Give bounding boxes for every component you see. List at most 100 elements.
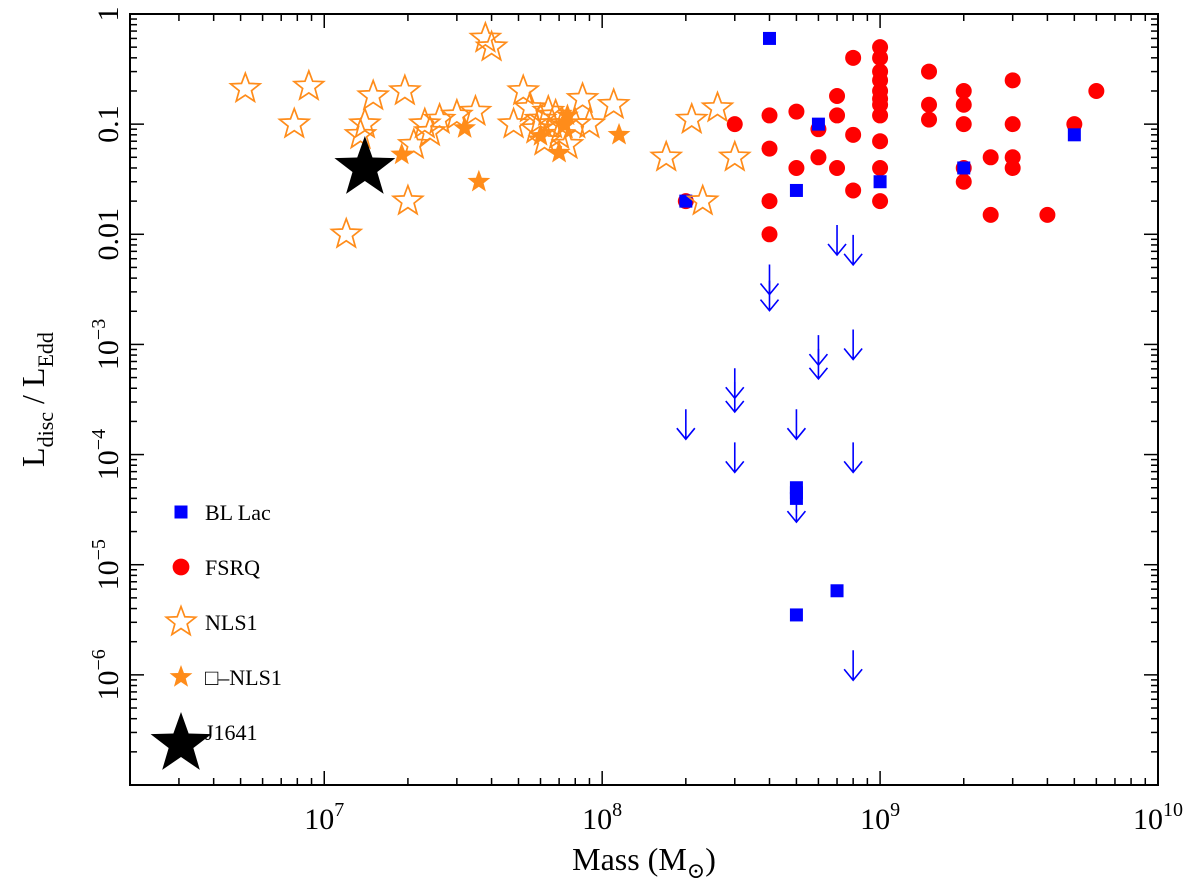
y-axis: 1 0.1 0.01 10−3 10−4 10−5 10−6 — [88, 7, 1158, 786]
data-point-bl-lac — [873, 175, 887, 189]
legend-label: J1641 — [205, 720, 258, 745]
data-point-nls1 — [529, 124, 552, 146]
data-point-nls1 — [552, 112, 576, 134]
series-fsrq — [677, 39, 1105, 243]
data-point-fsrq — [810, 149, 827, 166]
data-point-fsrq — [955, 173, 972, 190]
data-point-bl-lac — [957, 161, 971, 175]
data-point-fsrq — [829, 159, 846, 176]
data-point-nls1 — [674, 101, 709, 135]
x-axis: 107 108 109 1010 — [129, 14, 1183, 836]
series-bl-lac — [679, 31, 1081, 622]
data-point-fsrq — [955, 96, 972, 113]
data-point-nls1 — [228, 70, 263, 104]
data-point-nls1 — [458, 93, 493, 127]
legend-label: □–NLS1 — [205, 665, 282, 690]
y-tick-label: 10−6 — [88, 649, 125, 700]
data-point-fsrq — [788, 103, 805, 120]
data-point-fsrq — [921, 63, 938, 80]
legend-label: FSRQ — [205, 555, 260, 580]
y-tick-label: 0.01 — [92, 208, 125, 260]
data-point-bl-lac-upper-limits — [676, 409, 696, 441]
data-point-fsrq — [982, 206, 999, 223]
data-point-fsrq — [829, 88, 846, 105]
data-point-nls1 — [387, 73, 422, 106]
data-point-fsrq — [761, 140, 778, 157]
data-point-nls1 — [700, 90, 735, 123]
data-point-bl-lac-upper-limits — [843, 442, 863, 474]
series-bl-lac-upper-limits — [676, 224, 863, 682]
data-point-bl-lac — [1067, 128, 1081, 142]
data-point-fsrq — [872, 107, 889, 124]
legend-marker — [163, 604, 199, 637]
data-point-nls1 — [347, 106, 382, 139]
x-tick-label: 107 — [304, 799, 344, 836]
data-point-fsrq — [845, 49, 862, 66]
y-tick-label: 10−5 — [88, 539, 125, 590]
data-point-fsrq — [921, 111, 938, 128]
data-point-nls1 — [649, 139, 684, 172]
data-point-nls1 — [547, 140, 571, 163]
series-nls1 — [390, 103, 631, 192]
data-point-nls1 — [277, 106, 312, 139]
data-point-fsrq — [1088, 82, 1105, 99]
y-tick-label: 10−3 — [88, 319, 125, 370]
legend-label: NLS1 — [205, 610, 258, 635]
data-point-bl-lac — [811, 117, 825, 131]
data-point-fsrq — [921, 96, 938, 113]
data-point-bl-lac — [762, 31, 776, 45]
data-point-bl-lac-upper-limits — [843, 234, 863, 267]
data-point-fsrq — [1004, 159, 1021, 176]
legend-marker — [169, 665, 193, 687]
data-point-nls1 — [596, 86, 631, 120]
data-point-fsrq — [726, 116, 743, 133]
y-tick-label: 10−4 — [88, 429, 125, 480]
data-point-nls1 — [407, 106, 442, 139]
data-point-nls1 — [467, 169, 491, 192]
data-point-nls1 — [506, 73, 541, 106]
legend-marker — [172, 558, 190, 576]
data-point-bl-lac — [789, 183, 803, 197]
data-point-fsrq — [982, 149, 999, 166]
data-point-fsrq — [1004, 72, 1021, 89]
data-point-fsrq — [788, 159, 805, 176]
data-point-fsrq — [955, 116, 972, 133]
data-point-nls1 — [453, 116, 477, 138]
series-j1641 — [334, 135, 396, 194]
data-point-bl-lac-upper-limits — [759, 280, 780, 312]
data-point-fsrq — [761, 226, 778, 243]
legend-item: NLS1 — [163, 604, 258, 637]
data-point-fsrq — [872, 159, 889, 176]
data-point-fsrq — [829, 107, 846, 124]
data-point-bl-lac — [830, 584, 844, 598]
data-point-fsrq — [761, 193, 778, 210]
data-point-j1641 — [334, 135, 396, 194]
data-point-nls1 — [565, 80, 600, 114]
plot-area — [228, 20, 1105, 682]
data-point-nls1 — [496, 106, 531, 139]
y-tick-label: 0.1 — [92, 105, 125, 142]
data-point-nls1 — [468, 20, 503, 53]
legend-item: □–NLS1 — [169, 665, 282, 690]
data-point-bl-lac-upper-limits — [725, 382, 745, 414]
data-point-fsrq — [872, 133, 889, 150]
x-axis-title: Mass (M⊙) — [572, 841, 716, 883]
legend-item: BL Lac — [174, 500, 271, 525]
data-point-fsrq — [1066, 116, 1083, 133]
data-point-fsrq — [1004, 116, 1021, 133]
data-point-nls1 — [685, 183, 720, 216]
data-point-nls1 — [572, 106, 607, 139]
data-point-nls1 — [329, 216, 364, 249]
data-point-fsrq — [845, 126, 862, 143]
data-point-fsrq — [872, 49, 889, 66]
data-point-bl-lac-upper-limits — [843, 650, 863, 682]
series-nls1 — [228, 20, 752, 249]
data-point-nls1 — [390, 183, 425, 216]
data-point-nls1 — [439, 97, 474, 130]
y-axis-title: Ldisc / LEdd — [15, 332, 58, 467]
data-point-bl-lac — [789, 608, 803, 622]
legend-label: BL Lac — [205, 500, 271, 525]
x-tick-label: 1010 — [1133, 799, 1183, 836]
data-point-fsrq — [872, 193, 889, 210]
